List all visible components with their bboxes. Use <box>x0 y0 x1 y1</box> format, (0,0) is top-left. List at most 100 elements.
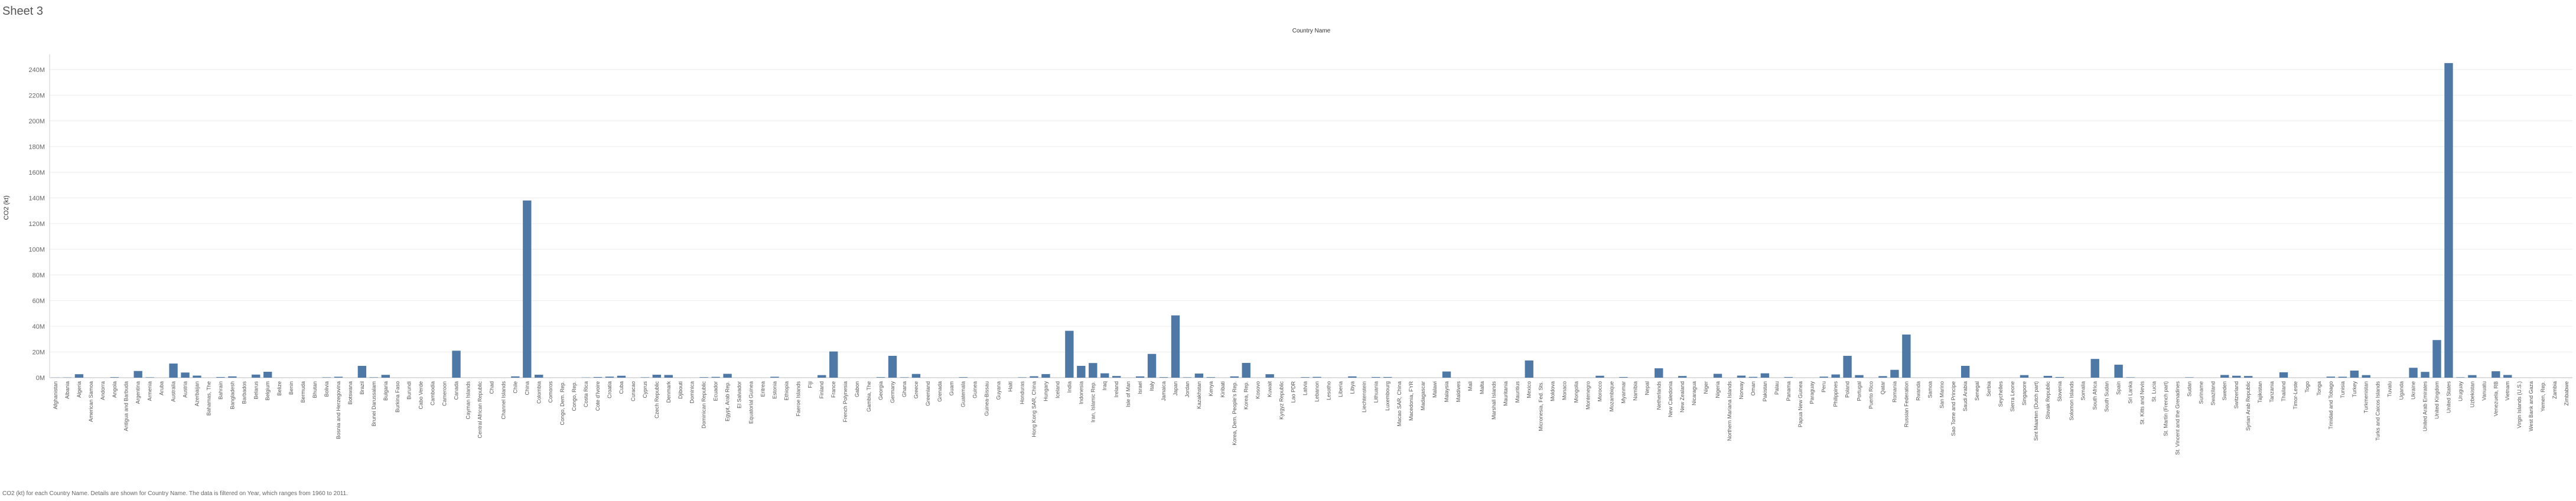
bar[interactable] <box>2114 365 2123 378</box>
bar[interactable] <box>2043 375 2053 378</box>
bar[interactable] <box>2421 372 2430 378</box>
bar[interactable] <box>1135 376 1145 378</box>
bar[interactable] <box>2326 376 2336 378</box>
bar[interactable] <box>1183 377 1192 378</box>
bar[interactable] <box>2468 375 2477 378</box>
bar[interactable] <box>888 356 897 378</box>
bar[interactable] <box>228 376 237 378</box>
bar[interactable] <box>1442 371 1451 378</box>
bar[interactable] <box>2432 340 2441 378</box>
bar[interactable] <box>664 375 673 378</box>
bar[interactable] <box>1383 376 1392 378</box>
bar[interactable] <box>617 375 626 378</box>
bar[interactable] <box>1713 374 1722 378</box>
bar[interactable] <box>2503 375 2512 378</box>
bar[interactable] <box>193 375 201 378</box>
bar[interactable] <box>1619 376 1628 378</box>
bar[interactable] <box>1206 377 1216 378</box>
bar[interactable] <box>1737 375 1746 378</box>
bar[interactable] <box>605 376 614 378</box>
bar[interactable] <box>369 377 379 378</box>
bar[interactable] <box>1855 375 1864 378</box>
bar[interactable] <box>723 374 732 378</box>
bar[interactable] <box>169 364 178 378</box>
bar[interactable] <box>1159 377 1168 378</box>
bar[interactable] <box>1030 376 1038 378</box>
bar[interactable] <box>1242 362 1250 378</box>
bar[interactable] <box>216 376 225 378</box>
bar[interactable] <box>133 371 142 378</box>
bar[interactable] <box>829 351 838 378</box>
bar[interactable] <box>1065 330 1074 378</box>
bar[interactable] <box>1655 368 1663 378</box>
bar[interactable] <box>2232 375 2241 378</box>
bar[interactable] <box>1525 360 1533 378</box>
bar[interactable] <box>593 376 603 378</box>
bar[interactable] <box>2090 359 2099 378</box>
bar[interactable] <box>322 377 331 378</box>
bar[interactable] <box>1313 376 1321 378</box>
bar[interactable] <box>1348 376 1357 378</box>
bar[interactable] <box>334 376 343 378</box>
bar[interactable] <box>357 365 367 378</box>
bar[interactable] <box>1194 374 1204 378</box>
bar[interactable] <box>2055 376 2064 378</box>
bar[interactable] <box>535 374 543 378</box>
bar[interactable] <box>2362 375 2370 378</box>
bar[interactable] <box>1018 377 1027 378</box>
bar[interactable] <box>1265 374 1274 378</box>
bar[interactable] <box>876 377 885 378</box>
bar[interactable] <box>911 374 921 378</box>
bar[interactable] <box>511 376 520 378</box>
bar[interactable] <box>652 374 662 378</box>
bar[interactable] <box>1878 376 1887 378</box>
bar[interactable] <box>900 377 909 378</box>
bar[interactable] <box>2243 376 2253 378</box>
bar[interactable] <box>1890 369 1899 378</box>
bar[interactable] <box>699 377 708 378</box>
bar[interactable] <box>1595 375 1604 378</box>
bar[interactable] <box>711 376 720 378</box>
bar[interactable] <box>74 374 84 378</box>
bar[interactable] <box>1843 356 1852 378</box>
bar[interactable] <box>1089 363 1098 378</box>
bar[interactable] <box>1760 373 1770 378</box>
bar[interactable] <box>1112 376 1121 378</box>
bar[interactable] <box>2492 371 2500 378</box>
bar[interactable] <box>1902 334 1911 378</box>
bar[interactable] <box>110 377 119 378</box>
bar[interactable] <box>1819 376 1828 378</box>
bar[interactable] <box>2020 375 2029 378</box>
bar[interactable] <box>1961 365 1970 378</box>
bar[interactable] <box>2185 377 2194 378</box>
bar[interactable] <box>1147 353 1157 378</box>
bar[interactable] <box>1230 376 1239 378</box>
bar[interactable] <box>2350 371 2359 378</box>
bar[interactable] <box>252 374 260 378</box>
bar[interactable] <box>959 377 968 378</box>
bar[interactable] <box>2279 372 2288 378</box>
bar[interactable] <box>523 200 532 378</box>
bar[interactable] <box>818 375 826 378</box>
bar[interactable] <box>2126 377 2135 378</box>
bar[interactable] <box>181 372 190 378</box>
bar[interactable] <box>145 377 154 378</box>
bar[interactable] <box>1748 376 1758 378</box>
bar[interactable] <box>452 351 461 378</box>
bar[interactable] <box>381 375 390 378</box>
bar[interactable] <box>1100 373 1109 378</box>
bar[interactable] <box>1301 377 1310 378</box>
bar[interactable] <box>1077 365 1086 378</box>
bar[interactable] <box>2444 63 2453 378</box>
bar[interactable] <box>1678 376 1687 378</box>
bar[interactable] <box>2409 368 2418 378</box>
bar[interactable] <box>1372 376 1380 378</box>
bar[interactable] <box>1831 374 1840 378</box>
bar[interactable] <box>263 371 272 378</box>
bar[interactable] <box>1041 374 1050 378</box>
bar[interactable] <box>2338 376 2347 378</box>
bar[interactable] <box>2220 375 2229 378</box>
bar[interactable] <box>1171 315 1180 378</box>
bar[interactable] <box>2456 377 2465 378</box>
bar[interactable] <box>770 376 779 378</box>
